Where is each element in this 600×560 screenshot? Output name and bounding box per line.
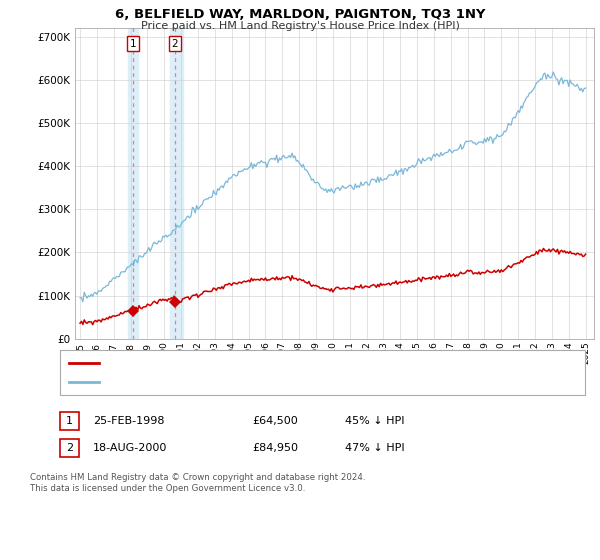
Text: 18-AUG-2000: 18-AUG-2000 — [93, 443, 167, 453]
Text: 2: 2 — [66, 443, 73, 453]
Text: 6, BELFIELD WAY, MARLDON, PAIGNTON, TQ3 1NY (detached house): 6, BELFIELD WAY, MARLDON, PAIGNTON, TQ3 … — [105, 357, 459, 367]
Text: 6, BELFIELD WAY, MARLDON, PAIGNTON, TQ3 1NY: 6, BELFIELD WAY, MARLDON, PAIGNTON, TQ3 … — [115, 8, 485, 21]
Text: 47% ↓ HPI: 47% ↓ HPI — [345, 443, 404, 453]
Text: 25-FEB-1998: 25-FEB-1998 — [93, 416, 164, 426]
Text: 1: 1 — [130, 39, 136, 49]
Text: 2: 2 — [172, 39, 178, 49]
Text: Contains HM Land Registry data © Crown copyright and database right 2024.
This d: Contains HM Land Registry data © Crown c… — [30, 473, 365, 493]
Bar — [128, 28, 138, 339]
Text: £64,500: £64,500 — [252, 416, 298, 426]
Text: 1: 1 — [66, 416, 73, 426]
Text: HPI: Average price, detached house, South Hams: HPI: Average price, detached house, Sout… — [105, 377, 361, 388]
Text: £84,950: £84,950 — [252, 443, 298, 453]
Text: 45% ↓ HPI: 45% ↓ HPI — [345, 416, 404, 426]
Text: Price paid vs. HM Land Registry's House Price Index (HPI): Price paid vs. HM Land Registry's House … — [140, 21, 460, 31]
Bar — [170, 28, 184, 339]
